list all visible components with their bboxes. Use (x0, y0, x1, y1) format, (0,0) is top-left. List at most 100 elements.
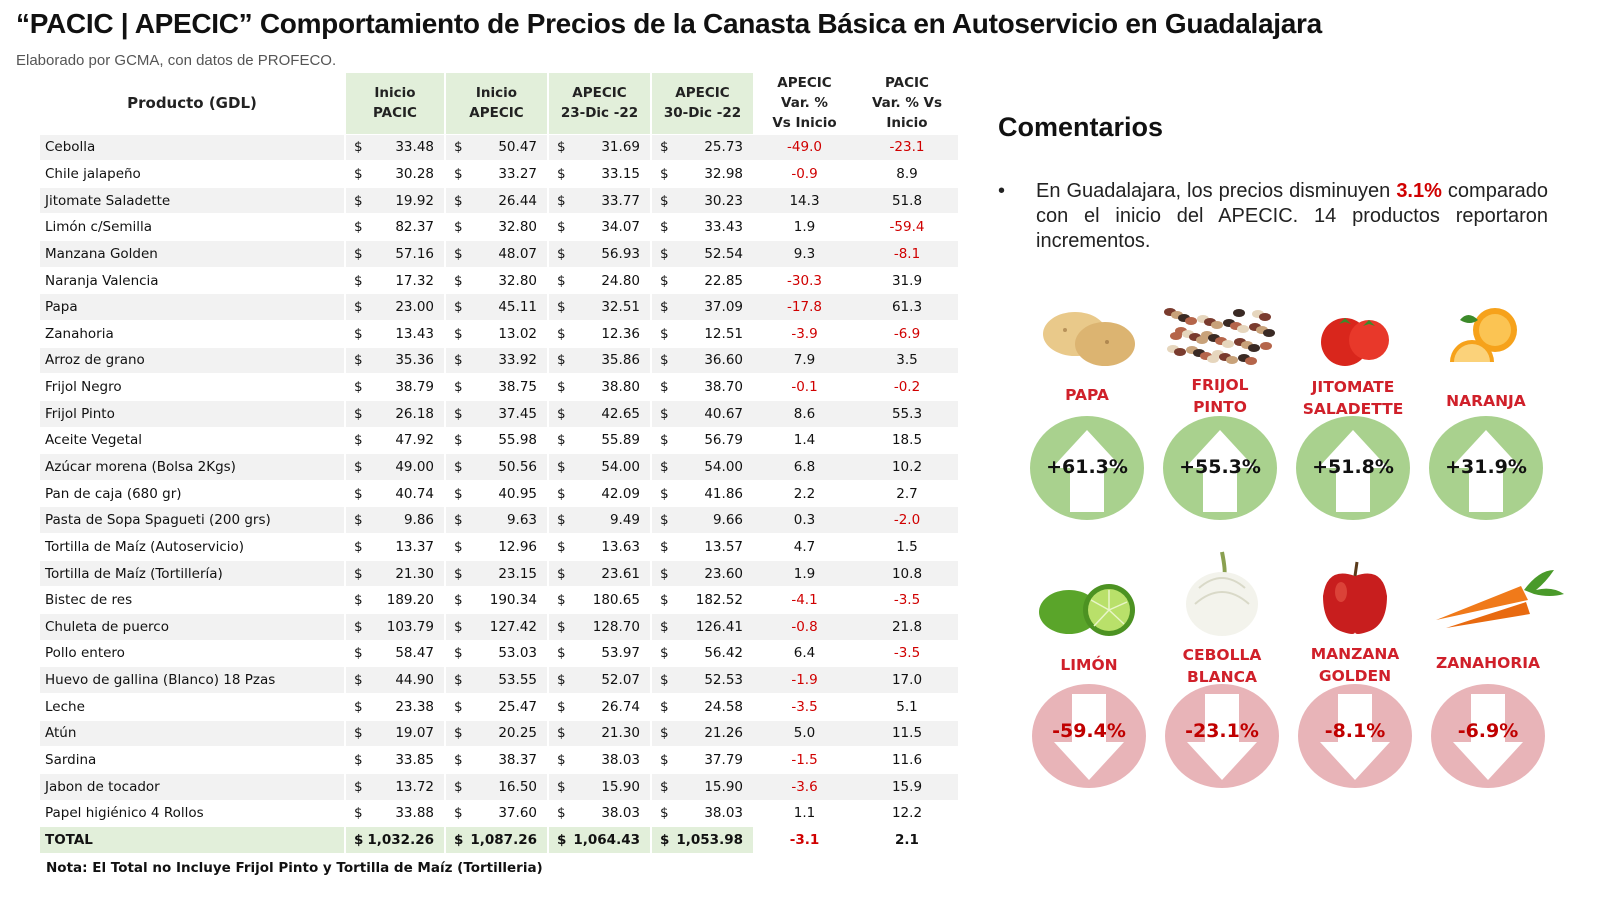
apecic-30-cell: 37.09 (650, 293, 753, 321)
inicio-pacic-cell: 38.79 (344, 373, 445, 401)
apecic-23-cell: 9.49 (547, 506, 651, 534)
onion-icon (1177, 548, 1267, 643)
pacic-var-cell: 17.0 (856, 666, 958, 694)
apecic-30-cell: 52.54 (650, 240, 753, 268)
product-label-papa: PAPA (1065, 386, 1109, 404)
apecic-var-cell: -3.9 (753, 319, 856, 348)
header-inicio-pacic: Inicio PACIC (344, 73, 445, 134)
inicio-pacic-cell: 44.90 (344, 666, 445, 694)
variation-value-zanahoria: -6.9% (1457, 720, 1519, 742)
pacic-var-cell: -59.4 (856, 213, 958, 241)
apecic-23-cell: 42.65 (547, 399, 651, 428)
apecic-23-cell: 38.03 (547, 746, 651, 774)
table-row: Huevo de gallina (Blanco) 18 Pzas44.9053… (40, 666, 958, 694)
table-row: Arroz de grano35.3633.9235.8636.607.93.5 (40, 346, 958, 374)
variation-value-jitomate-saladette: +51.8% (1312, 456, 1394, 478)
header-apecic-var: APECIC Var. % Vs Inicio (772, 75, 837, 132)
inicio-apecic-cell: 13.02 (444, 319, 548, 348)
apecic-23-cell: 52.07 (547, 666, 651, 694)
apecic-30-cell: 25.73 (650, 133, 753, 161)
inicio-apecic-cell: 50.56 (444, 453, 548, 481)
pacic-var-cell: 18.5 (856, 426, 958, 454)
product-name-cell: Frijol Pinto (40, 399, 345, 428)
inicio-pacic-cell: 33.88 (344, 799, 445, 827)
header-pacic-var: PACIC Var. % Vs Inicio (871, 75, 943, 132)
apecic-var-cell: -0.8 (753, 613, 856, 641)
apecic-var-cell: -0.1 (753, 373, 856, 401)
table-row: Jabon de tocador13.7216.5015.9015.90-3.6… (40, 772, 958, 801)
pacic-var-cell: -3.5 (856, 586, 958, 614)
inicio-apecic-cell: 53.03 (444, 639, 548, 667)
inicio-pacic-cell: 40.74 (344, 479, 445, 507)
apecic-var-cell: 1.4 (753, 426, 856, 454)
apecic-30-cell: 24.58 (650, 692, 753, 721)
product-name-cell: Aceite Vegetal (40, 426, 345, 454)
product-name-cell: Tortilla de Maíz (Tortillería) (40, 559, 345, 587)
product-name-cell: Jitomate Saladette (40, 186, 345, 214)
page-subtitle: Elaborado por GCMA, con datos de PROFECO… (16, 52, 337, 69)
highlight-value: 3.1% (1396, 180, 1442, 202)
product-label-frijol-pinto: FRIJOL PINTO (1191, 376, 1249, 416)
apecic-var-cell: 7.9 (753, 346, 856, 374)
product-label-naranja: NARANJA (1446, 392, 1526, 410)
inicio-pacic-cell: 13.43 (344, 319, 445, 348)
pacic-var-cell: 55.3 (856, 399, 958, 428)
inicio-pacic-cell: 30.28 (344, 160, 445, 188)
table-row: Pollo entero58.4753.0353.9756.426.4-3.5 (40, 639, 958, 667)
apecic-23-cell: 26.74 (547, 692, 651, 721)
product-name-cell: Cebolla (40, 133, 345, 161)
inicio-apecic-cell: 38.75 (444, 373, 548, 401)
pacic-var-cell: -2.0 (856, 506, 958, 534)
pacic-var-cell: -6.9 (856, 319, 958, 348)
pacic-var-cell: 1.5 (856, 533, 958, 561)
product-name-cell: Papel higiénico 4 Rollos (40, 799, 345, 827)
apecic-23-cell: 15.90 (547, 772, 651, 801)
apecic-var-cell: 1.9 (753, 213, 856, 241)
pacic-var-cell: 61.3 (856, 293, 958, 321)
potato-icon (1035, 302, 1145, 377)
page-title: “PACIC | APECIC” Comportamiento de Preci… (16, 8, 1322, 39)
product-label-cebolla-blanca: CEBOLLA BLANCA (1182, 646, 1262, 686)
apecic-30-cell: 9.66 (650, 506, 753, 534)
product-label-limon: LIMÓN (1060, 656, 1118, 674)
pacic-var-cell: 11.5 (856, 719, 958, 747)
apecic-30-cell: 182.52 (650, 586, 753, 614)
product-name-cell: Bistec de res (40, 586, 345, 614)
apecic-23-cell: 38.80 (547, 373, 651, 401)
apecic-var-cell: -3.6 (753, 772, 856, 801)
product-name-cell: Huevo de gallina (Blanco) 18 Pzas (40, 666, 345, 694)
table-row: Aceite Vegetal47.9255.9855.8956.791.418.… (40, 426, 958, 454)
inicio-apecic-cell: 37.60 (444, 799, 548, 827)
product-name-cell: Zanahoria (40, 319, 345, 348)
inicio-apecic-cell: 16.50 (444, 772, 548, 801)
apecic-30-cell: 23.60 (650, 559, 753, 587)
beans-icon (1160, 302, 1280, 377)
apecic-var-cell: 1.1 (753, 799, 856, 827)
apecic-23-cell: 1,064.43 (547, 826, 651, 854)
product-name-cell: Jabon de tocador (40, 772, 345, 801)
product-label-manzana-golden: MANZANA GOLDEN (1310, 645, 1400, 685)
apecic-var-cell: 1.9 (753, 559, 856, 587)
apecic-var-cell: -3.1 (753, 826, 856, 854)
apecic-30-cell: 30.23 (650, 186, 753, 214)
price-table: Producto (GDL) Inicio PACIC Inicio APECIC … (40, 73, 958, 854)
arrow-down-icon-zanahoria: -6.9% (1431, 684, 1545, 788)
apecic-var-cell: 8.6 (753, 399, 856, 428)
apecic-30-cell: 22.85 (650, 266, 753, 294)
inicio-pacic-cell: 103.79 (344, 613, 445, 641)
apecic-30-cell: 56.79 (650, 426, 753, 454)
inicio-pacic-cell: 21.30 (344, 559, 445, 587)
pacic-var-cell: 2.1 (856, 826, 958, 854)
table-row: Cebolla33.4850.4731.6925.73-49.0-23.1 (40, 133, 958, 161)
carrot-icon (1426, 562, 1566, 637)
apecic-30-cell: 38.03 (650, 799, 753, 827)
table-row: Pan de caja (680 gr)40.7440.9542.0941.86… (40, 479, 958, 507)
apecic-30-cell: 56.42 (650, 639, 753, 667)
variation-value-papa: +61.3% (1046, 456, 1128, 478)
comments-title: Comentarios (998, 112, 1164, 142)
apecic-30-cell: 41.86 (650, 479, 753, 507)
product-name-cell: Atún (40, 719, 345, 747)
apecic-23-cell: 13.63 (547, 533, 651, 561)
table-row: Sardina33.8538.3738.0337.79-1.511.6 (40, 746, 958, 774)
table-row: Pasta de Sopa Spagueti (200 grs)9.869.63… (40, 506, 958, 534)
